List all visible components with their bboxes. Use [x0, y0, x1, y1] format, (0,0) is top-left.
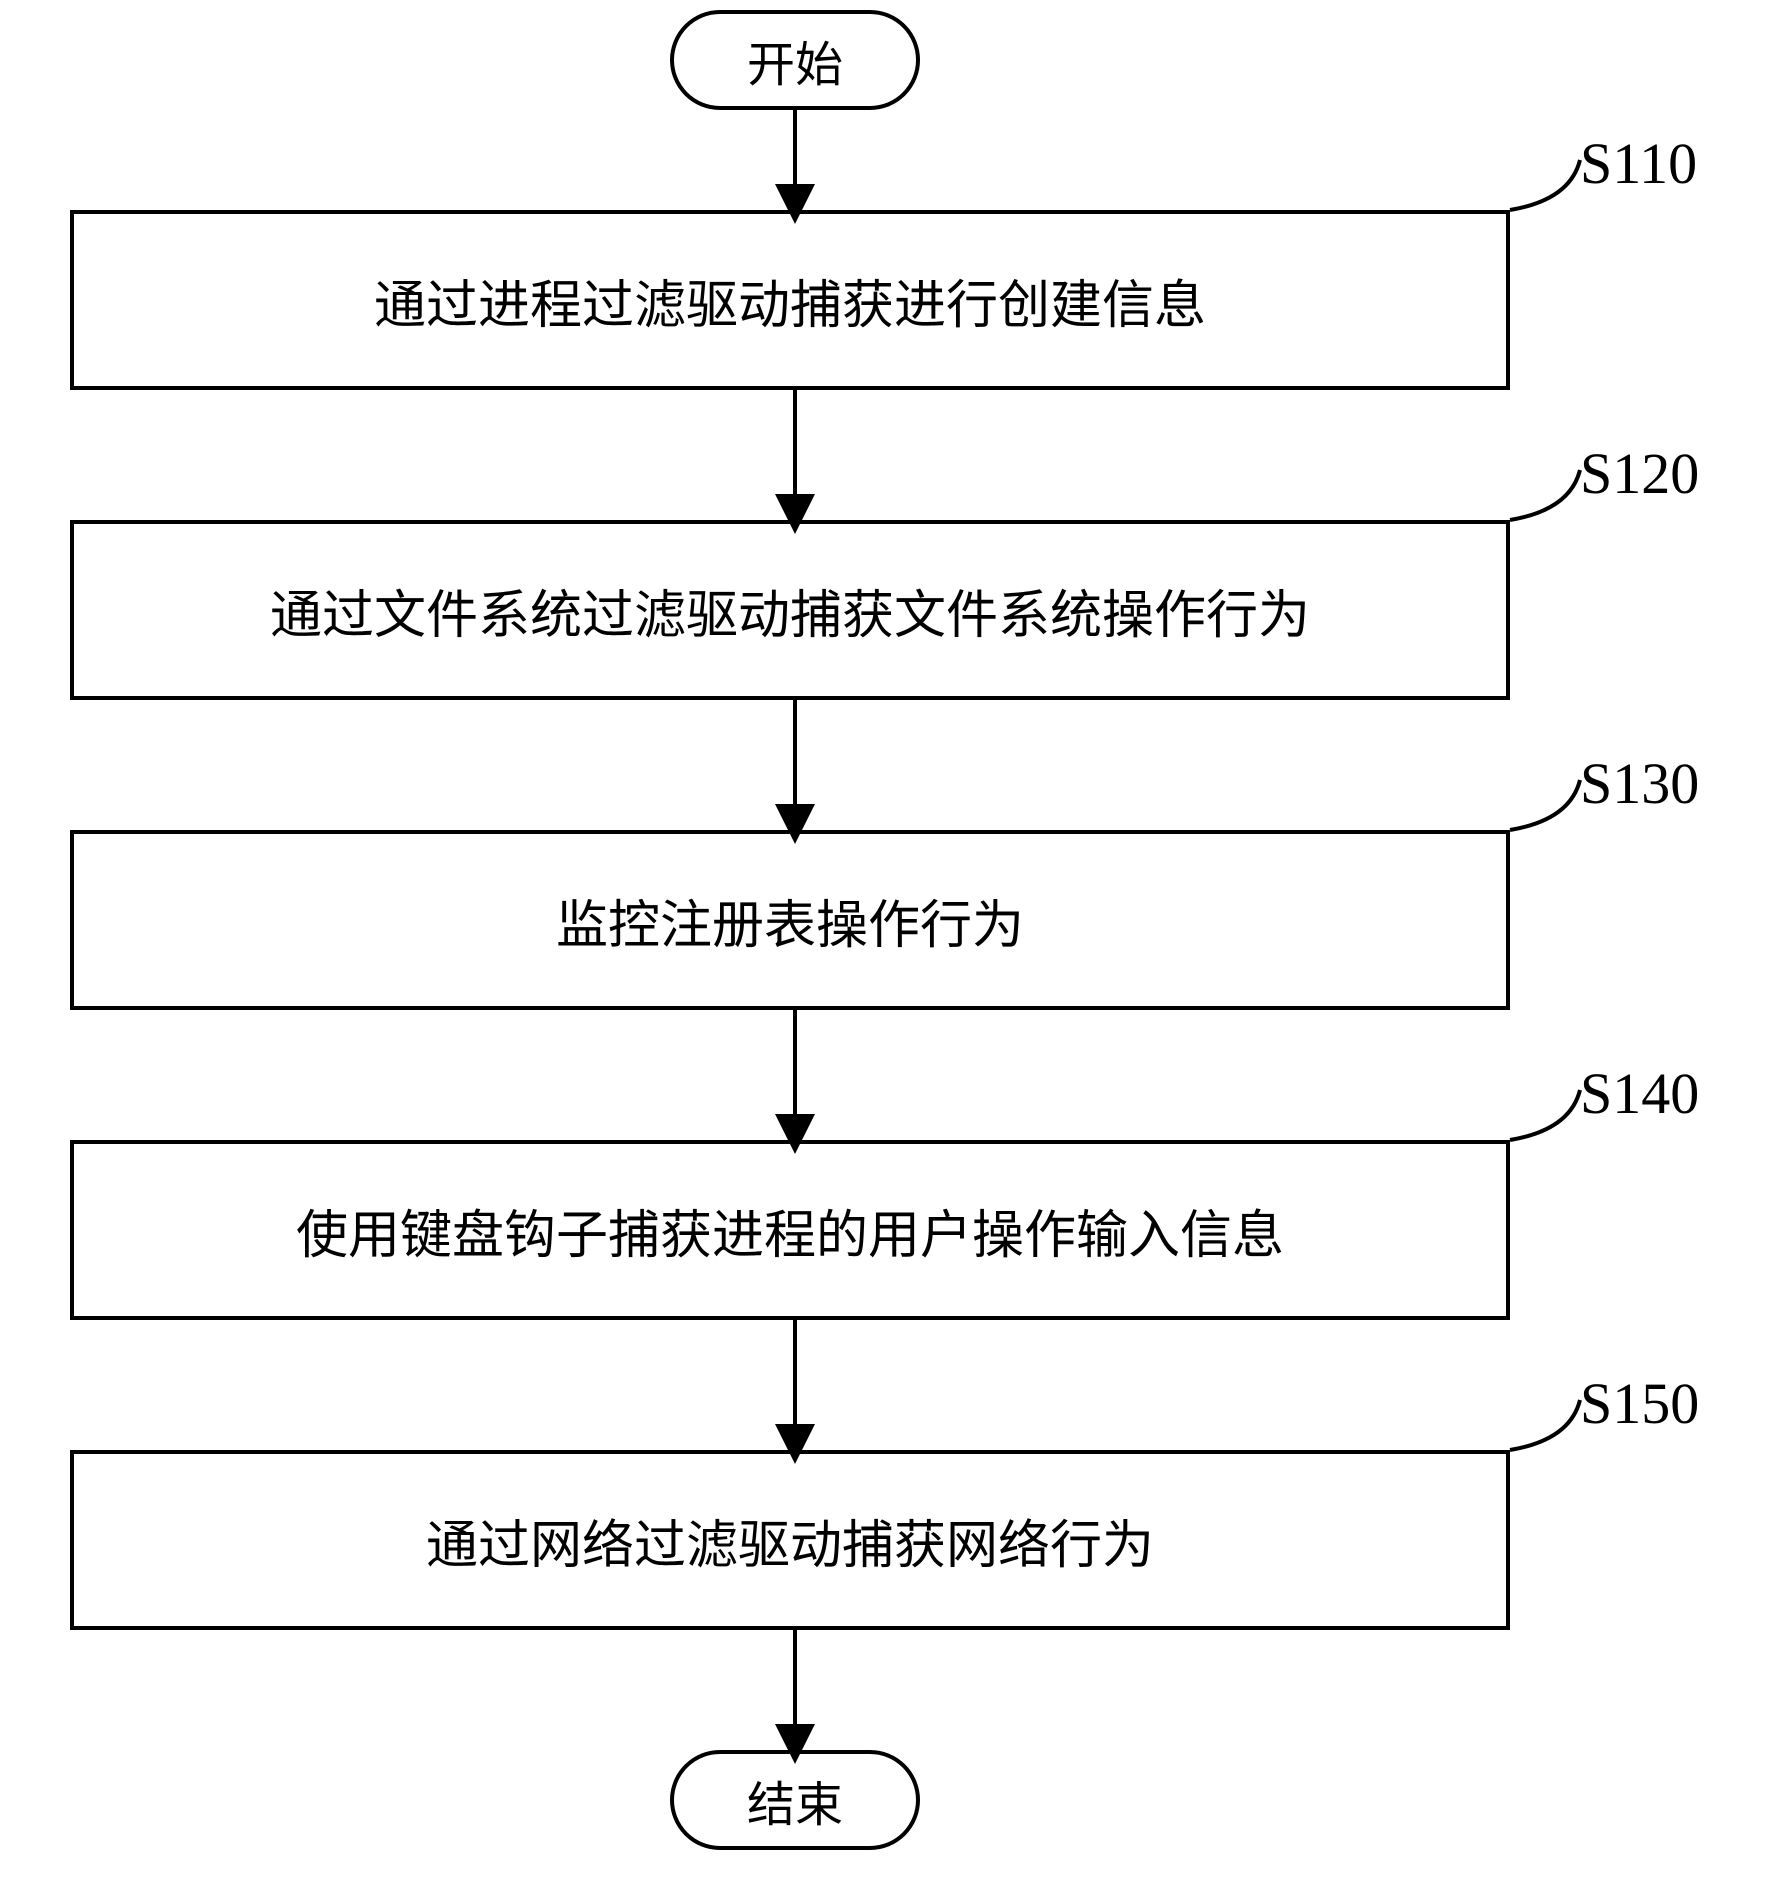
process-s110: 通过进程过滤驱动捕获进行创建信息: [70, 210, 1510, 390]
end-node: 结束: [670, 1750, 920, 1850]
flowchart-canvas: 开始 通过进程过滤驱动捕获进行创建信息 S110 通过文件系统过滤驱动捕获文件系…: [0, 0, 1787, 1775]
process-s130-text: 监控注册表操作行为: [556, 883, 1024, 958]
process-s130: 监控注册表操作行为: [70, 830, 1510, 1010]
step-label-s150: S150: [1580, 1370, 1699, 1437]
process-s150-text: 通过网络过滤驱动捕获网络行为: [426, 1503, 1154, 1578]
end-label: 结束: [747, 1765, 843, 1835]
label-curve-s140: [1510, 1090, 1580, 1140]
label-curve-s120: [1510, 470, 1580, 520]
step-label-s130: S130: [1580, 750, 1699, 817]
process-s120-text: 通过文件系统过滤驱动捕获文件系统操作行为: [270, 573, 1310, 648]
process-s150: 通过网络过滤驱动捕获网络行为: [70, 1450, 1510, 1630]
step-label-s120: S120: [1580, 440, 1699, 507]
process-s120: 通过文件系统过滤驱动捕获文件系统操作行为: [70, 520, 1510, 700]
label-curve-s130: [1510, 780, 1580, 830]
process-s110-text: 通过进程过滤驱动捕获进行创建信息: [374, 263, 1206, 338]
label-curve-s110: [1510, 160, 1580, 210]
process-s140-text: 使用键盘钩子捕获进程的用户操作输入信息: [296, 1193, 1284, 1268]
step-label-s110: S110: [1580, 130, 1697, 197]
label-curve-s150: [1510, 1400, 1580, 1450]
start-node: 开始: [670, 10, 920, 110]
step-label-s140: S140: [1580, 1060, 1699, 1127]
process-s140: 使用键盘钩子捕获进程的用户操作输入信息: [70, 1140, 1510, 1320]
start-label: 开始: [747, 25, 843, 95]
